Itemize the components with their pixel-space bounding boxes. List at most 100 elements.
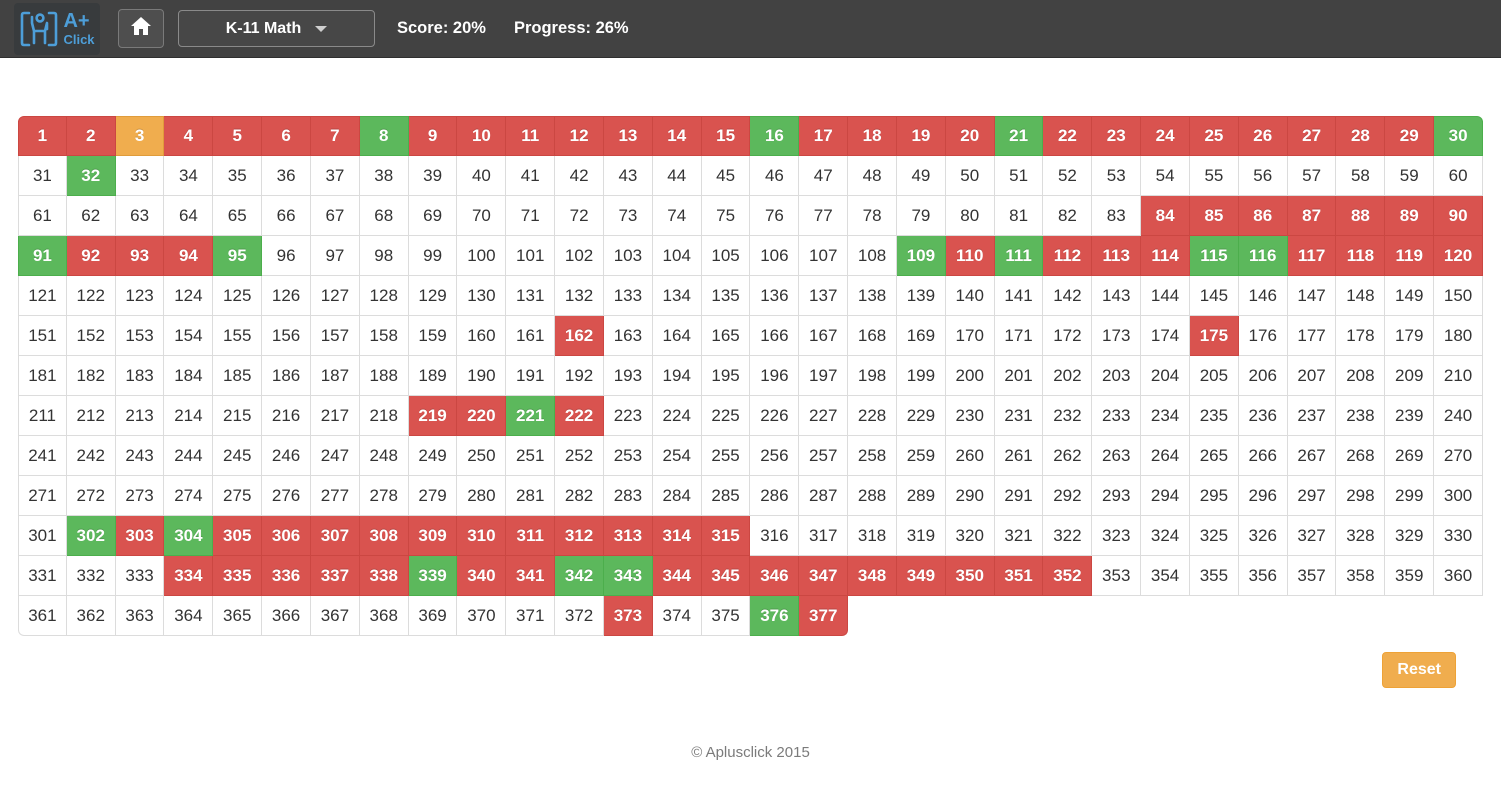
- grid-cell[interactable]: 59: [1385, 156, 1435, 196]
- grid-cell[interactable]: 106: [750, 236, 800, 276]
- grid-cell[interactable]: 132: [555, 276, 604, 316]
- grid-cell[interactable]: 323: [1092, 516, 1142, 556]
- grid-cell[interactable]: 267: [1287, 436, 1337, 476]
- grid-cell[interactable]: 166: [750, 316, 800, 356]
- grid-cell[interactable]: 262: [1043, 436, 1093, 476]
- grid-cell[interactable]: 74: [652, 196, 702, 236]
- grid-cell[interactable]: 363: [115, 596, 165, 636]
- grid-cell[interactable]: 185: [213, 356, 263, 396]
- grid-cell[interactable]: 125: [213, 276, 263, 316]
- reset-button[interactable]: Reset: [1382, 652, 1456, 688]
- grid-cell[interactable]: 165: [701, 316, 751, 356]
- grid-cell[interactable]: 81: [994, 196, 1044, 236]
- grid-cell[interactable]: 337: [310, 556, 360, 596]
- grid-cell[interactable]: 196: [750, 356, 800, 396]
- grid-cell[interactable]: 306: [262, 516, 311, 556]
- grid-cell[interactable]: 170: [945, 316, 995, 356]
- grid-cell[interactable]: 4: [164, 116, 214, 156]
- grid-cell[interactable]: 215: [213, 396, 263, 436]
- grid-cell[interactable]: 210: [1434, 356, 1483, 396]
- grid-cell[interactable]: 135: [701, 276, 751, 316]
- grid-cell[interactable]: 311: [506, 516, 556, 556]
- grid-cell[interactable]: 7: [310, 116, 360, 156]
- grid-cell[interactable]: 179: [1385, 316, 1435, 356]
- grid-cell[interactable]: 235: [1189, 396, 1239, 436]
- grid-cell[interactable]: 103: [603, 236, 653, 276]
- grid-cell[interactable]: 168: [848, 316, 897, 356]
- grid-cell[interactable]: 33: [115, 156, 165, 196]
- grid-cell[interactable]: 220: [457, 396, 507, 436]
- grid-cell[interactable]: 221: [506, 396, 556, 436]
- grid-cell[interactable]: 11: [506, 116, 556, 156]
- grid-cell[interactable]: 310: [457, 516, 507, 556]
- grid-cell[interactable]: 148: [1336, 276, 1386, 316]
- grid-cell[interactable]: 303: [115, 516, 165, 556]
- grid-cell[interactable]: 295: [1189, 476, 1239, 516]
- grid-cell[interactable]: 197: [799, 356, 849, 396]
- grid-cell[interactable]: 98: [359, 236, 409, 276]
- grid-cell[interactable]: 199: [896, 356, 946, 396]
- grid-cell[interactable]: 358: [1336, 556, 1386, 596]
- grid-cell[interactable]: 293: [1092, 476, 1142, 516]
- grid-cell[interactable]: 367: [310, 596, 360, 636]
- grid-cell[interactable]: 65: [213, 196, 263, 236]
- grid-cell[interactable]: 236: [1238, 396, 1288, 436]
- grid-cell[interactable]: 195: [701, 356, 751, 396]
- grid-cell[interactable]: 254: [652, 436, 702, 476]
- grid-cell[interactable]: 107: [799, 236, 849, 276]
- grid-cell[interactable]: 146: [1238, 276, 1288, 316]
- grid-cell[interactable]: 21: [994, 116, 1044, 156]
- grid-cell[interactable]: 131: [506, 276, 556, 316]
- grid-cell[interactable]: 233: [1092, 396, 1142, 436]
- grid-cell[interactable]: 342: [555, 556, 604, 596]
- grid-cell[interactable]: 336: [262, 556, 311, 596]
- grid-cell[interactable]: 156: [262, 316, 311, 356]
- grid-cell[interactable]: 77: [799, 196, 849, 236]
- grid-cell[interactable]: 334: [164, 556, 214, 596]
- grid-cell[interactable]: 53: [1092, 156, 1142, 196]
- grid-cell[interactable]: 248: [359, 436, 409, 476]
- grid-cell[interactable]: 192: [555, 356, 604, 396]
- grid-cell[interactable]: 263: [1092, 436, 1142, 476]
- grid-cell[interactable]: 128: [359, 276, 409, 316]
- grid-cell[interactable]: 119: [1385, 236, 1435, 276]
- grid-cell[interactable]: 299: [1385, 476, 1435, 516]
- grid-cell[interactable]: 99: [408, 236, 458, 276]
- grid-cell[interactable]: 308: [359, 516, 409, 556]
- grid-cell[interactable]: 34: [164, 156, 214, 196]
- grid-cell[interactable]: 14: [652, 116, 702, 156]
- grid-cell[interactable]: 93: [115, 236, 165, 276]
- grid-cell[interactable]: 309: [408, 516, 458, 556]
- grid-cell[interactable]: 117: [1287, 236, 1337, 276]
- grid-cell[interactable]: 78: [848, 196, 897, 236]
- grid-cell[interactable]: 345: [701, 556, 751, 596]
- grid-cell[interactable]: 111: [994, 236, 1044, 276]
- aplusclick-logo[interactable]: A+ Click: [14, 2, 100, 55]
- grid-cell[interactable]: 278: [359, 476, 409, 516]
- grid-cell[interactable]: 338: [359, 556, 409, 596]
- grid-cell[interactable]: 67: [310, 196, 360, 236]
- grid-cell[interactable]: 335: [213, 556, 263, 596]
- grid-cell[interactable]: 143: [1092, 276, 1142, 316]
- grid-cell[interactable]: 319: [896, 516, 946, 556]
- grid-cell[interactable]: 183: [115, 356, 165, 396]
- grid-cell[interactable]: 227: [799, 396, 849, 436]
- grid-cell[interactable]: 158: [359, 316, 409, 356]
- grid-cell[interactable]: 45: [701, 156, 751, 196]
- grid-cell[interactable]: 1: [18, 116, 67, 156]
- grid-cell[interactable]: 321: [994, 516, 1044, 556]
- home-button[interactable]: [118, 9, 164, 48]
- grid-cell[interactable]: 266: [1238, 436, 1288, 476]
- grid-cell[interactable]: 279: [408, 476, 458, 516]
- grid-cell[interactable]: 370: [457, 596, 507, 636]
- grid-cell[interactable]: 56: [1238, 156, 1288, 196]
- grid-cell[interactable]: 270: [1434, 436, 1483, 476]
- grid-cell[interactable]: 142: [1043, 276, 1093, 316]
- grid-cell[interactable]: 273: [115, 476, 165, 516]
- grid-cell[interactable]: 362: [66, 596, 116, 636]
- grid-cell[interactable]: 351: [994, 556, 1044, 596]
- grid-cell[interactable]: 244: [164, 436, 214, 476]
- grid-cell[interactable]: 294: [1141, 476, 1190, 516]
- grid-cell[interactable]: 44: [652, 156, 702, 196]
- grid-cell[interactable]: 188: [359, 356, 409, 396]
